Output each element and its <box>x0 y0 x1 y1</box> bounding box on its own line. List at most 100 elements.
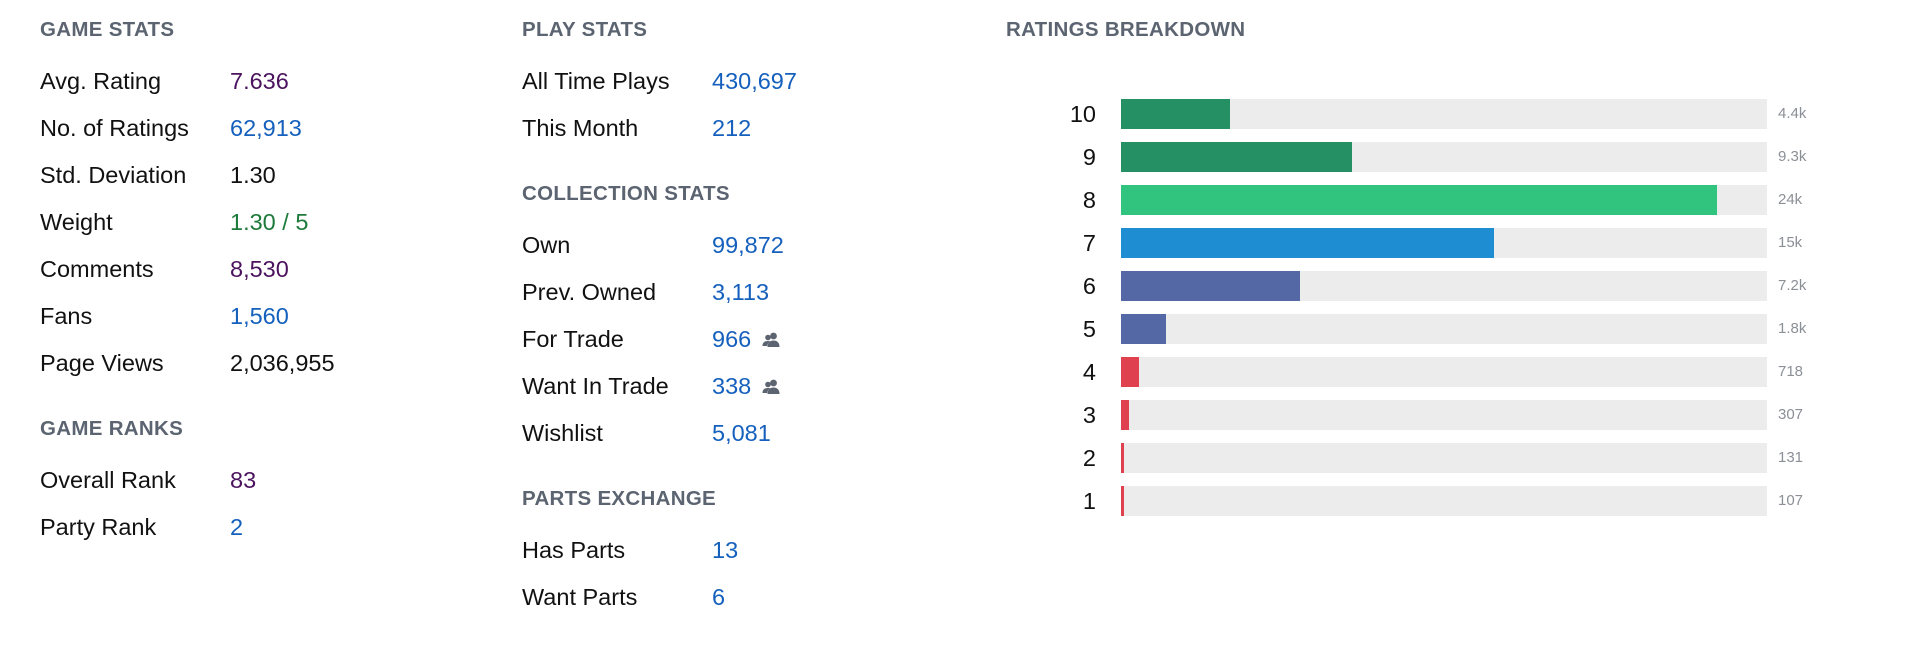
rating-row-7[interactable]: 7 15k <box>1006 222 1906 265</box>
party-rank-link[interactable]: 2 <box>230 514 244 540</box>
game-stats-column: GAME STATS Avg. Rating 7.636 No. of Rati… <box>40 0 480 551</box>
page-views-value: 2,036,955 <box>230 350 335 376</box>
fans-link[interactable]: 1,560 <box>230 303 289 329</box>
rating-label: 8 <box>1082 187 1096 213</box>
want-parts-link[interactable]: 6 <box>712 584 726 610</box>
own-link[interactable]: 99,872 <box>712 232 784 258</box>
comments-link[interactable]: 8,530 <box>230 256 289 282</box>
rating-bar <box>1121 357 1139 387</box>
has-parts-link[interactable]: 13 <box>712 537 739 563</box>
game-stats-list: Avg. Rating 7.636 No. of Ratings 62,913 … <box>40 58 480 387</box>
rating-label: 1 <box>1082 488 1096 514</box>
ratings-breakdown-bars: 10 4.4k 9 9.3k 8 24k 7 15k 6 7.2k 5 1.8k <box>1006 93 1906 523</box>
stat-row-std-deviation: Std. Deviation 1.30 <box>40 152 480 199</box>
rating-bar <box>1121 443 1125 473</box>
this-month-link[interactable]: 212 <box>712 115 752 141</box>
avg-rating-value[interactable]: 7.636 <box>230 68 289 94</box>
rating-count: 4.4k <box>1778 105 1807 122</box>
num-ratings-link[interactable]: 62,913 <box>230 115 302 141</box>
rating-label: 2 <box>1082 445 1096 471</box>
stat-label: Has Parts <box>522 537 626 563</box>
rating-row-4[interactable]: 4 718 <box>1006 351 1906 394</box>
stat-label: For Trade <box>522 326 624 352</box>
want-in-trade-value: 338 <box>712 373 781 400</box>
collection-stats-list: Own 99,872 Prev. Owned 3,113 For Trade 9… <box>522 222 982 457</box>
rating-bar <box>1121 185 1718 215</box>
stat-label: Own <box>522 232 571 258</box>
stat-row-page-views: Page Views 2,036,955 <box>40 340 480 387</box>
weight-value[interactable]: 1.30 / 5 <box>230 209 309 235</box>
rating-count: 307 <box>1778 406 1804 423</box>
rating-row-8[interactable]: 8 24k <box>1006 179 1906 222</box>
overall-rank-link[interactable]: 83 <box>230 467 257 493</box>
stat-label: Weight <box>40 209 113 235</box>
rating-count: 718 <box>1778 363 1804 380</box>
stat-label: All Time Plays <box>522 68 670 94</box>
game-stats-title: GAME STATS <box>40 18 175 41</box>
stat-row-prev-owned: Prev. Owned 3,113 <box>522 269 982 316</box>
rating-bar-track <box>1121 271 1767 301</box>
rating-count: 131 <box>1778 449 1804 466</box>
stat-row-this-month: This Month 212 <box>522 105 982 152</box>
stat-row-num-ratings: No. of Ratings 62,913 <box>40 105 480 152</box>
parts-exchange-title: PARTS EXCHANGE <box>522 487 717 510</box>
stat-label: Wishlist <box>522 420 603 446</box>
stat-row-want-in-trade: Want In Trade 338 <box>522 363 982 410</box>
rating-row-1[interactable]: 1 107 <box>1006 480 1906 523</box>
play-stats-title: PLAY STATS <box>522 18 648 41</box>
rating-bar <box>1121 486 1124 516</box>
collection-stats-title: COLLECTION STATS <box>522 182 730 205</box>
stat-row-comments: Comments 8,530 <box>40 246 480 293</box>
rating-count: 7.2k <box>1778 277 1807 294</box>
stat-label: This Month <box>522 115 639 141</box>
rating-bar-track <box>1121 357 1767 387</box>
stat-label: Fans <box>40 303 93 329</box>
users-icon[interactable] <box>761 330 781 350</box>
rating-row-6[interactable]: 6 7.2k <box>1006 265 1906 308</box>
want-in-trade-link[interactable]: 338 <box>712 373 752 399</box>
play-stats-list: All Time Plays 430,697 This Month 212 <box>522 58 982 152</box>
rating-label: 5 <box>1082 316 1096 342</box>
stat-label: Page Views <box>40 350 164 376</box>
rating-label: 10 <box>1069 101 1096 127</box>
rating-row-2[interactable]: 2 131 <box>1006 437 1906 480</box>
rating-bar-track <box>1121 228 1767 258</box>
rating-bar-track <box>1121 99 1767 129</box>
rating-row-10[interactable]: 10 4.4k <box>1006 93 1906 136</box>
rating-count: 1.8k <box>1778 320 1807 337</box>
rating-bar-track <box>1121 314 1767 344</box>
rating-bar-track <box>1121 443 1767 473</box>
stat-label: Std. Deviation <box>40 162 187 188</box>
rating-bar <box>1121 99 1231 129</box>
stat-label: Want Parts <box>522 584 638 610</box>
stat-label: Prev. Owned <box>522 279 657 305</box>
for-trade-value: 966 <box>712 326 781 353</box>
rating-bar-track <box>1121 486 1767 516</box>
rating-row-3[interactable]: 3 307 <box>1006 394 1906 437</box>
rating-label: 4 <box>1082 359 1096 385</box>
game-ranks-title: GAME RANKS <box>40 417 184 440</box>
stat-row-weight: Weight 1.30 / 5 <box>40 199 480 246</box>
stat-row-for-trade: For Trade 966 <box>522 316 982 363</box>
wishlist-link[interactable]: 5,081 <box>712 420 771 446</box>
users-icon[interactable] <box>761 377 781 397</box>
play-collection-column: PLAY STATS All Time Plays 430,697 This M… <box>522 0 982 621</box>
rating-row-5[interactable]: 5 1.8k <box>1006 308 1906 351</box>
std-deviation-value: 1.30 <box>230 162 276 188</box>
stat-row-avg-rating: Avg. Rating 7.636 <box>40 58 480 105</box>
all-time-plays-link[interactable]: 430,697 <box>712 68 797 94</box>
rating-bar <box>1121 142 1353 172</box>
rating-bar-track <box>1121 142 1767 172</box>
rating-label: 6 <box>1082 273 1096 299</box>
stat-row-party-rank: Party Rank 2 <box>40 504 480 551</box>
stat-row-want-parts: Want Parts 6 <box>522 574 982 621</box>
rating-bar-track <box>1121 400 1767 430</box>
stat-row-wishlist: Wishlist 5,081 <box>522 410 982 457</box>
for-trade-link[interactable]: 966 <box>712 326 752 352</box>
rating-bar <box>1121 314 1166 344</box>
prev-owned-link[interactable]: 3,113 <box>712 279 770 305</box>
rating-count: 15k <box>1778 234 1803 251</box>
stat-label: Party Rank <box>40 514 157 540</box>
stat-row-own: Own 99,872 <box>522 222 982 269</box>
rating-row-9[interactable]: 9 9.3k <box>1006 136 1906 179</box>
